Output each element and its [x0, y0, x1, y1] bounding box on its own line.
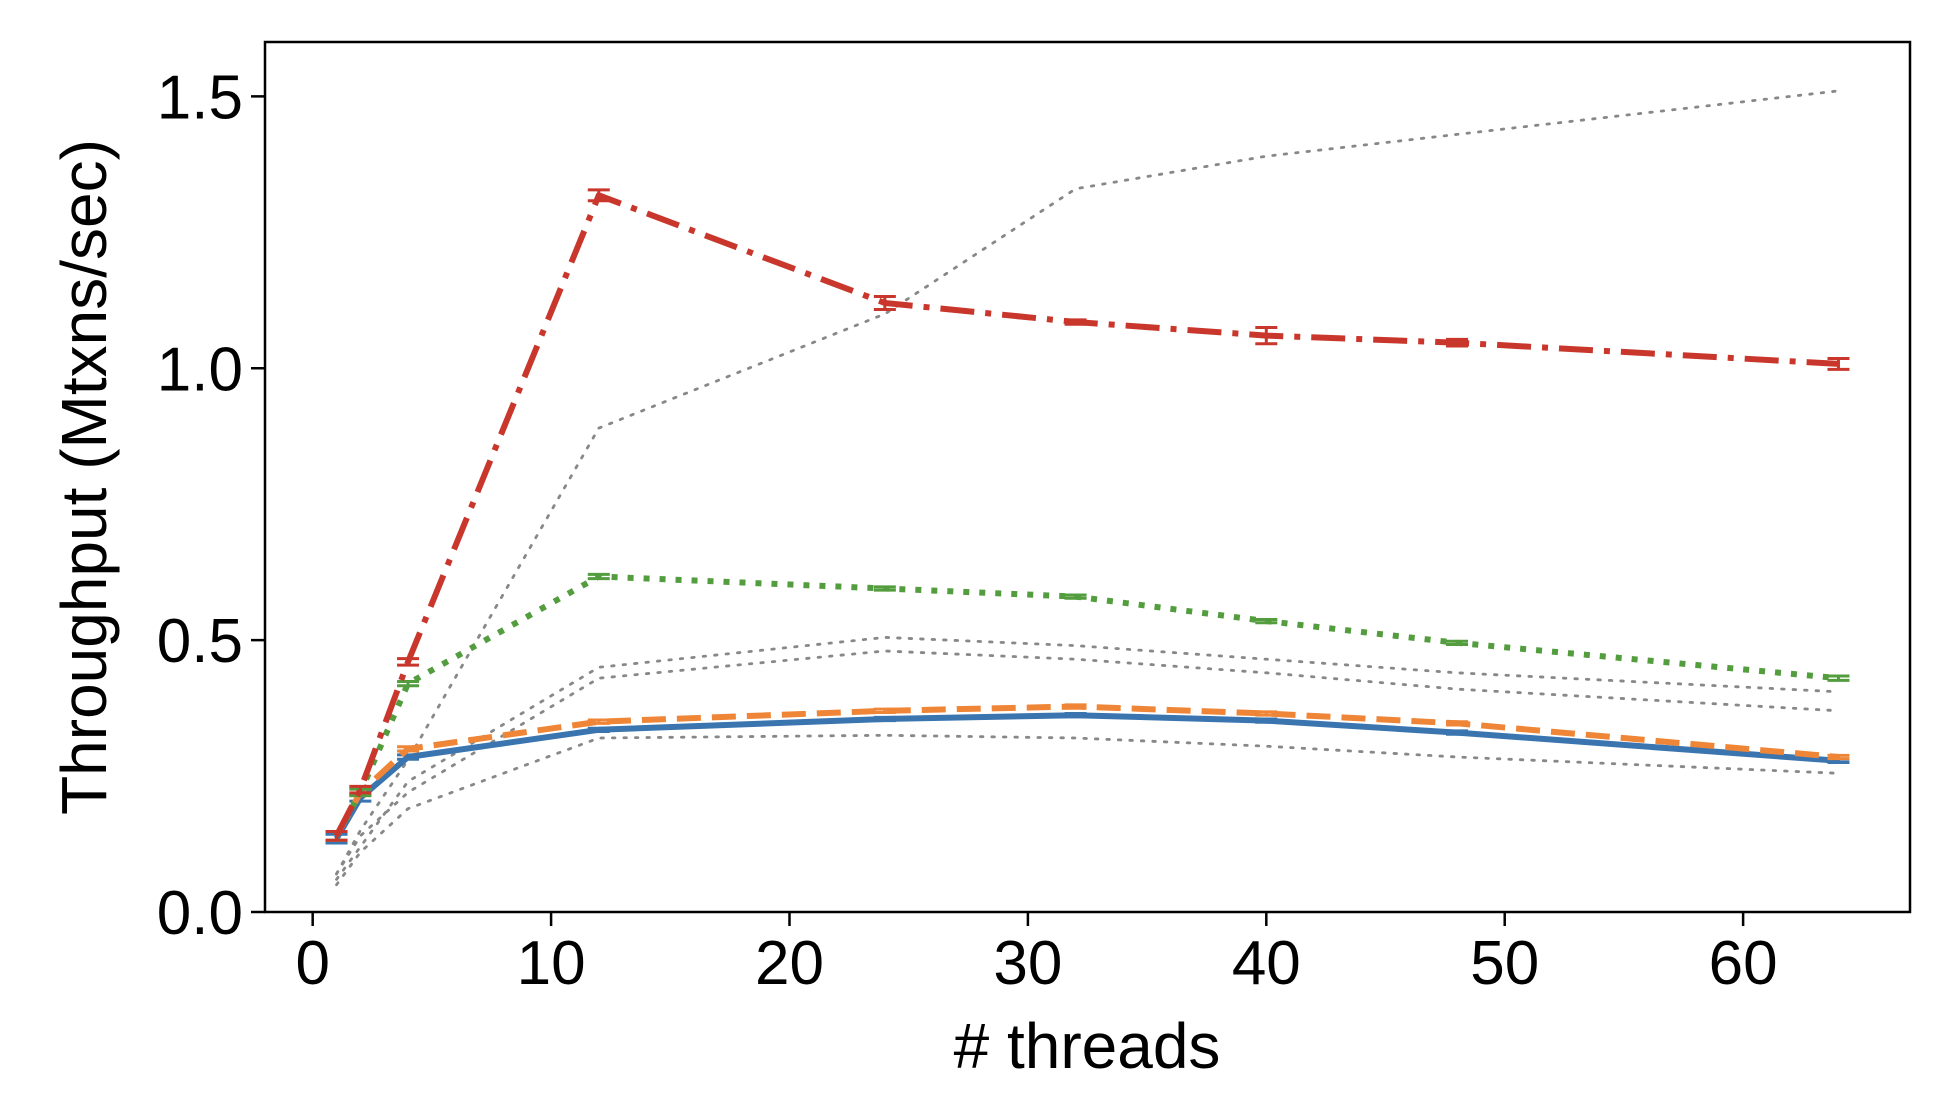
series-2-line	[333, 703, 1839, 838]
series-lines	[325, 188, 1850, 845]
x-tick-label: 20	[755, 929, 824, 998]
reference-line-3	[335, 649, 1840, 876]
series-1-errorbar	[1255, 717, 1278, 724]
y-axis-ticks: 0.0 0.5 1.0 1.5	[157, 63, 265, 948]
series-4-errorbar	[587, 188, 610, 203]
series-2-errorbar	[397, 745, 420, 753]
series-3-errorbar	[587, 572, 610, 581]
series-4-errorbar	[873, 294, 896, 312]
series-2-errorbar	[587, 718, 610, 725]
series-3-errorbar	[1255, 617, 1278, 625]
x-tick-label: 0	[295, 929, 329, 998]
series-1-errorbar	[873, 715, 896, 723]
series-2-errorbar	[1446, 720, 1469, 727]
series-4-errorbar	[397, 657, 420, 667]
series-3-errorbar	[873, 585, 896, 592]
y-axis-label: Throughput (Mtxns/sec)	[48, 139, 120, 815]
series-3-errorbar	[1827, 674, 1850, 682]
series-1-errorbar	[1064, 712, 1087, 719]
reference-lines	[335, 89, 1840, 887]
series-3-errorbar	[1446, 639, 1469, 646]
series-1-errorbar	[587, 726, 610, 733]
series-4	[325, 188, 1850, 842]
x-axis-label: # threads	[954, 1010, 1221, 1082]
reference-line-4	[335, 733, 1840, 887]
series-1	[325, 712, 1850, 845]
series-4-errorbar	[1446, 337, 1469, 348]
series-2-errorbar	[1255, 710, 1278, 717]
reference-line-2	[335, 636, 1840, 881]
x-tick-label: 30	[993, 929, 1062, 998]
series-2-errorbar	[1064, 703, 1087, 710]
series-4-errorbar	[1255, 325, 1278, 346]
series-4-errorbar	[349, 784, 372, 795]
series-1-errorbar	[397, 753, 420, 761]
series-3-errorbar	[1064, 593, 1087, 600]
series-1-errorbar	[1446, 729, 1469, 736]
x-tick-label: 60	[1709, 929, 1778, 998]
plot-frame	[263, 40, 1912, 914]
x-tick-label: 10	[517, 929, 586, 998]
y-tick-label: 1.0	[157, 335, 243, 404]
series-2-errorbar	[873, 707, 896, 714]
series-3-errorbar	[397, 679, 420, 688]
series-4-errorbar	[1064, 318, 1087, 326]
x-tick-label: 40	[1232, 929, 1301, 998]
y-tick-label: 0.0	[157, 879, 243, 948]
series-4-errorbar	[1827, 356, 1850, 371]
x-tick-label: 50	[1470, 929, 1539, 998]
series-2-errorbar	[1827, 753, 1850, 761]
series-4-errorbar	[325, 830, 348, 842]
y-tick-label: 0.5	[157, 607, 243, 676]
x-axis-ticks: 0 10 20 30 40 50 60	[295, 912, 1778, 998]
y-tick-label: 1.5	[157, 63, 243, 132]
